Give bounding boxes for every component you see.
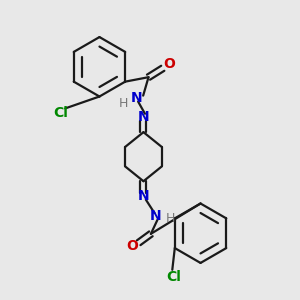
Text: Cl: Cl	[166, 270, 181, 284]
Text: Cl: Cl	[53, 106, 68, 120]
Text: O: O	[164, 57, 175, 71]
Text: H: H	[166, 212, 175, 226]
Text: H: H	[118, 97, 128, 110]
Text: N: N	[138, 189, 149, 203]
Text: N: N	[138, 110, 149, 124]
Text: O: O	[126, 239, 138, 253]
Text: N: N	[131, 91, 142, 105]
Text: N: N	[150, 209, 162, 223]
